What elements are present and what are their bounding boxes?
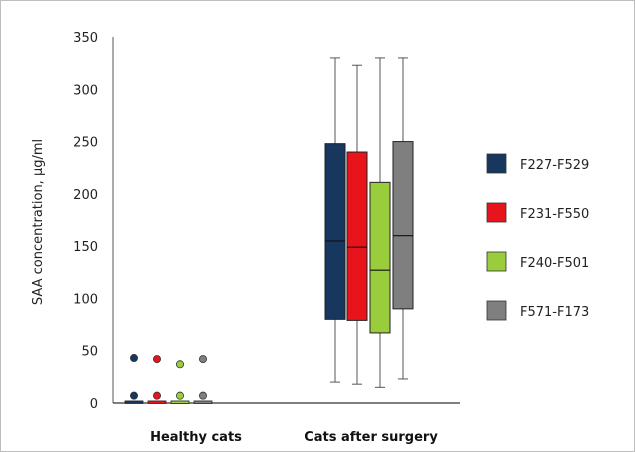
y-tick-labels: 0 50 100 150 200 250 300 350 bbox=[73, 31, 98, 412]
series-F227-F529 bbox=[124, 57, 346, 404]
outlier-point bbox=[152, 355, 161, 364]
category-label: Cats after surgery bbox=[304, 430, 438, 445]
y-tick-label: 50 bbox=[81, 345, 98, 360]
outlier-point bbox=[175, 360, 184, 369]
outlier-point bbox=[152, 391, 161, 400]
legend-item: F571-F173 bbox=[486, 300, 589, 321]
box-series bbox=[124, 57, 414, 404]
outlier-point bbox=[198, 355, 207, 364]
legend-label: F240-F501 bbox=[520, 256, 589, 271]
box bbox=[147, 400, 167, 404]
legend-item: F227-F529 bbox=[486, 153, 589, 174]
legend-item: F240-F501 bbox=[486, 251, 589, 272]
outlier-point bbox=[129, 354, 138, 363]
y-tick-label: 300 bbox=[73, 83, 98, 98]
category-label: Healthy cats bbox=[150, 430, 242, 445]
y-tick-label: 100 bbox=[73, 292, 98, 307]
box bbox=[346, 151, 368, 321]
box bbox=[193, 400, 213, 404]
legend-label: F227-F529 bbox=[520, 158, 589, 173]
legend-swatch bbox=[486, 300, 507, 321]
y-tick-label: 250 bbox=[73, 136, 98, 151]
series-F231-F550 bbox=[147, 64, 368, 404]
box bbox=[369, 181, 391, 334]
box bbox=[170, 400, 190, 404]
series-F571-F173 bbox=[193, 57, 414, 404]
y-tick-label: 200 bbox=[73, 188, 98, 203]
box bbox=[324, 143, 346, 320]
series-F240-F501 bbox=[170, 57, 391, 404]
legend: F227-F529 F231-F550 F240-F501 F571-F173 bbox=[486, 153, 589, 321]
y-tick-label: 150 bbox=[73, 240, 98, 255]
category-labels: Healthy cats Cats after surgery bbox=[150, 430, 438, 445]
legend-swatch bbox=[486, 251, 507, 272]
legend-label: F231-F550 bbox=[520, 207, 589, 222]
box bbox=[124, 400, 144, 404]
y-tick-label: 350 bbox=[73, 31, 98, 46]
outlier-point bbox=[129, 391, 138, 400]
outlier-point bbox=[175, 391, 184, 400]
legend-item: F231-F550 bbox=[486, 202, 589, 223]
y-tick-label: 0 bbox=[90, 397, 98, 412]
box bbox=[392, 141, 414, 310]
outlier-point bbox=[198, 391, 207, 400]
y-axis-label: SAA concentration, µg/ml bbox=[31, 139, 46, 305]
legend-swatch bbox=[486, 153, 507, 174]
legend-label: F571-F173 bbox=[520, 305, 589, 320]
legend-swatch bbox=[486, 202, 507, 223]
